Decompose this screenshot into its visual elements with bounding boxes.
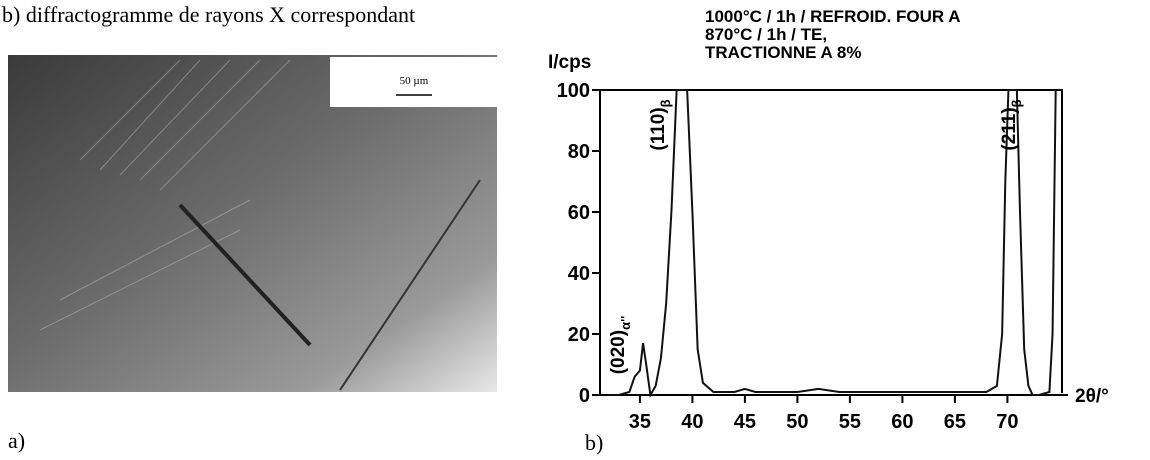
micrograph: 50 µm: [8, 55, 497, 392]
panel-label: a): [8, 428, 25, 453]
x-tick-label: 70: [996, 411, 1018, 433]
axis-frame: [599, 89, 1063, 395]
chart-title: 1000°C / 1h / REFROID. FOUR A: [705, 7, 961, 26]
chart: 0 20 40 60 80 100 35 40 45 50 55 60 65 70 1000°C / 1h …: [548, 7, 1109, 455]
x-tick-label: 60: [891, 411, 913, 433]
micro-lines: [39, 59, 291, 331]
panel-label: b): [585, 430, 603, 455]
peak-label-text: (110): [648, 107, 669, 150]
data-line: [608, 89, 1057, 399]
x-tick-label: 55: [839, 411, 861, 433]
y-tick-label: 20: [568, 324, 590, 346]
grain-boundary: [339, 179, 481, 391]
chart-title: TRACTIONNE A 8%: [705, 43, 861, 62]
header-text: b) diffractogramme de rayons X correspon…: [2, 2, 415, 27]
peak-label-subscript: α'': [618, 316, 633, 330]
x-tick-label: 45: [734, 411, 756, 433]
y-tick-label: 100: [557, 80, 590, 102]
peak-label: (020)α'': [608, 316, 633, 375]
x-tick-label: 65: [944, 411, 966, 433]
micrograph-image: [8, 55, 497, 392]
x-tick-label: 40: [681, 411, 703, 433]
y-tick-label: 0: [579, 385, 590, 407]
peak-label-subscript: β: [1009, 99, 1024, 107]
chart-title: 870°C / 1h / TE,: [705, 25, 827, 44]
y-axis-label: I/cps: [548, 52, 591, 73]
grain-boundary: [178, 203, 312, 347]
y-tick-label: 40: [568, 263, 590, 285]
peak-label-subscript: β: [658, 99, 673, 107]
y-tick-label: 80: [568, 141, 590, 163]
y-tick-label: 60: [568, 202, 590, 224]
x-tick-label: 50: [786, 411, 808, 433]
peak-label-text: (020): [608, 330, 629, 374]
scale-label: 50 µm: [400, 75, 429, 87]
peak-label-text: (211): [999, 107, 1020, 150]
x-axis-label: 2θ/°: [1075, 386, 1109, 407]
peak-label: (211)β: [999, 99, 1024, 150]
x-tick-label: 35: [629, 411, 651, 433]
peak-label: (110)β: [648, 99, 673, 150]
scale-box: [330, 57, 497, 107]
